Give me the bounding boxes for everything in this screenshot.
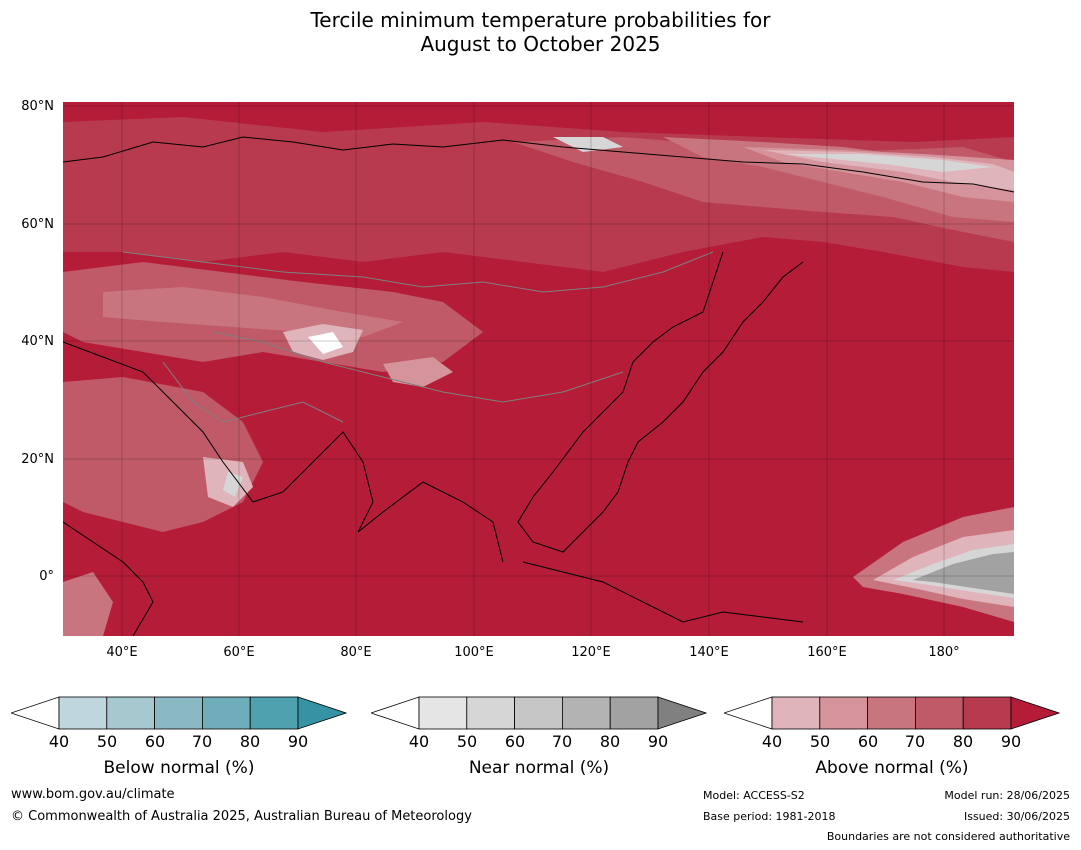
gridlines [63,102,1014,636]
colorbar-segment [561,696,611,730]
colorbar-segment [249,696,299,730]
colorbar-below-normal [11,696,347,730]
colorbar-segment [514,696,563,730]
colorbar-tick: 80 [952,732,974,751]
region-near-arabia [223,472,243,497]
colorbar-tick: 80 [599,732,621,751]
colorbar-tick: 90 [287,732,309,751]
colorbar-above-lower-extend [724,696,773,730]
colorbar-tick: 90 [647,732,669,751]
border-central-asia [212,331,624,403]
colorbar-tick: 50 [456,732,478,751]
region-above-50-tibet [383,357,453,387]
colorbar-segment [962,696,1012,730]
coastline-arctic [63,136,1014,193]
colorbar-tick: 70 [904,732,926,751]
lon-label-180: 180° [928,645,960,660]
lat-label-0: 0° [39,569,54,584]
colorbar-below-lower-extend [11,696,60,730]
colorbar-segment [867,696,916,730]
colorbar-segment [58,696,108,730]
colorbar-near-title: Near normal (%) [468,758,610,778]
colorbar-tick: 70 [191,732,213,751]
colorbar-above-title: Above normal (%) [815,758,969,778]
region-above-60-central-asia [103,287,403,337]
lat-label-80n: 80°N [21,99,54,114]
colorbar-segment [201,696,251,730]
colorbar-tick: 60 [504,732,526,751]
colorbar-tick: 80 [239,732,261,751]
colorbar-segment [914,696,964,730]
colorbar-segment [418,696,468,730]
region-near-pacific [913,552,1014,594]
lon-label-40e: 40°E [106,645,138,660]
colorbar-below-upper-extend [297,696,347,730]
lon-label-60e: 60°E [223,645,255,660]
footer-copyright: © Commonwealth of Australia 2025, Austra… [11,809,472,824]
lon-label-140e: 140°E [689,645,729,660]
colorbar-near-normal [371,696,707,730]
footer-base-period: Base period: 1981-2018 [703,810,836,823]
colorbar-tick: 40 [48,732,70,751]
colorbar-near-lower-extend [371,696,420,730]
colorbar-below-title: Below normal (%) [103,758,255,778]
colorbar-segment [771,696,821,730]
lat-label-60n: 60°N [21,217,54,232]
colorbar-tick: 60 [144,732,166,751]
colorbar-segment [819,696,869,730]
coastline-east-asia [517,251,804,553]
title-line-2: August to October 2025 [420,32,661,56]
region-above-60-east-africa [63,572,113,636]
colorbar-near-upper-extend [657,696,707,730]
region-below-40-tian-shan [308,332,343,354]
footer-model-run: Model run: 28/06/2025 [944,789,1070,802]
map-title: Tercile minimum temperature probabilitie… [0,8,1081,56]
lon-label-100e: 100°E [454,645,494,660]
colorbar-segment [466,696,516,730]
map-svg [63,102,1014,636]
footer-website[interactable]: www.bom.gov.au/climate [11,787,175,802]
lon-label-120e: 120°E [571,645,611,660]
colorbar-tick: 50 [809,732,831,751]
probability-map [63,102,1014,636]
title-line-1: Tercile minimum temperature probabilitie… [310,8,771,32]
region-near-taymyr [553,137,623,152]
region-near-east-siberia [783,154,993,172]
colorbar-segment [154,696,203,730]
colorbar-above-upper-extend [1010,696,1060,730]
footer-issued: Issued: 30/06/2025 [963,810,1070,823]
border-russia-south [122,251,714,293]
colorbar-segment [609,696,659,730]
footer-disclaimer: Boundaries are not considered authoritat… [826,830,1070,843]
coastline-maritime-se-asia [522,561,804,623]
colorbar-tick: 40 [761,732,783,751]
colorbar-above-normal [724,696,1060,730]
border-middle-east [162,361,344,423]
colorbar-segment [106,696,156,730]
colorbar-tick: 40 [408,732,430,751]
footer-model: Model: ACCESS-S2 [703,789,805,802]
colorbar-tick: 50 [96,732,118,751]
region-above-40-siberia [763,150,1014,190]
colorbar-tick: 90 [1000,732,1022,751]
lon-label-160e: 160°E [807,645,847,660]
coastline-south-asia [63,341,504,563]
lon-label-80e: 80°E [340,645,372,660]
colorbar-tick: 70 [551,732,573,751]
colorbar-tick: 60 [857,732,879,751]
lat-label-40n: 40°N [21,334,54,349]
lat-label-20n: 20°N [21,452,54,467]
coastline-africa [63,521,154,636]
